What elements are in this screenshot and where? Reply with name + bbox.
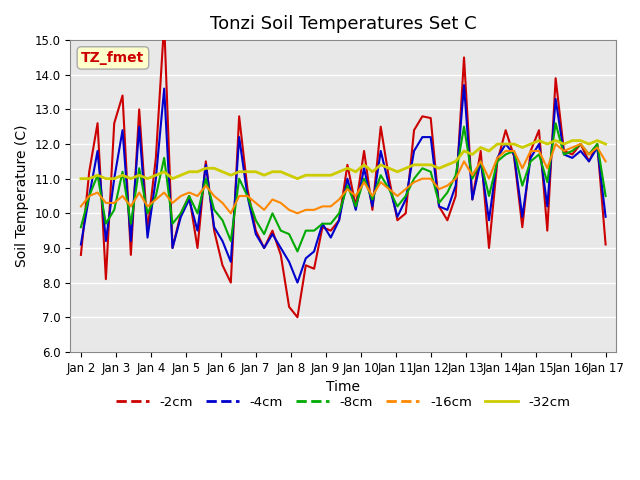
Text: TZ_fmet: TZ_fmet [81,51,145,65]
Y-axis label: Soil Temperature (C): Soil Temperature (C) [15,125,29,267]
Legend: -2cm, -4cm, -8cm, -16cm, -32cm: -2cm, -4cm, -8cm, -16cm, -32cm [111,390,576,414]
Title: Tonzi Soil Temperatures Set C: Tonzi Soil Temperatures Set C [210,15,477,33]
X-axis label: Time: Time [326,380,360,394]
